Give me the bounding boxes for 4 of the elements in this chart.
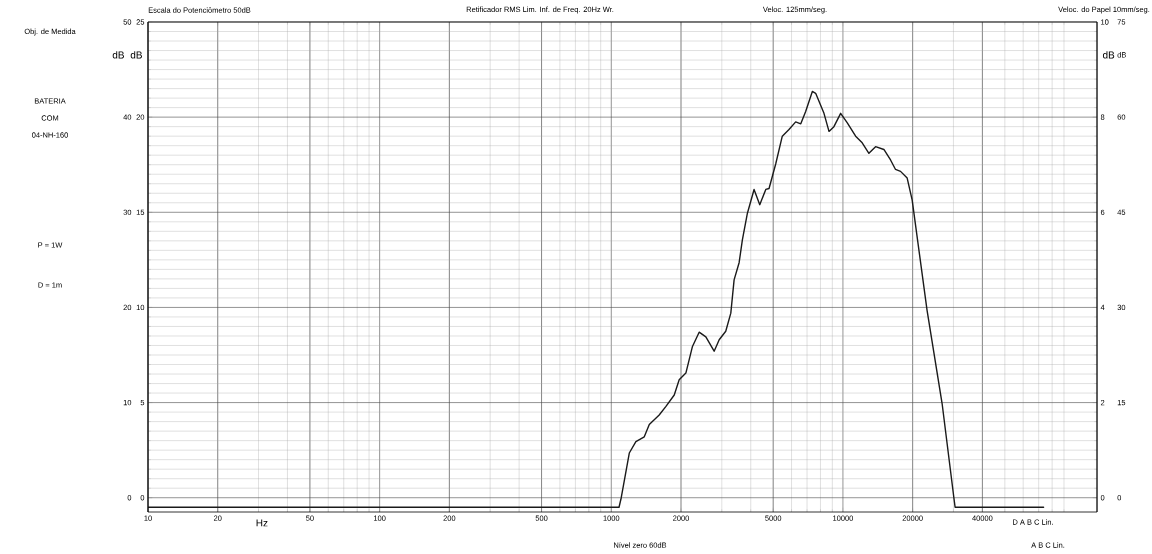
y3-axis-title: dB [1102, 51, 1115, 59]
y2-axis-title: dB [130, 51, 142, 59]
y-axis-title: dB [112, 51, 124, 59]
x-axis-title: Hz [256, 519, 268, 527]
